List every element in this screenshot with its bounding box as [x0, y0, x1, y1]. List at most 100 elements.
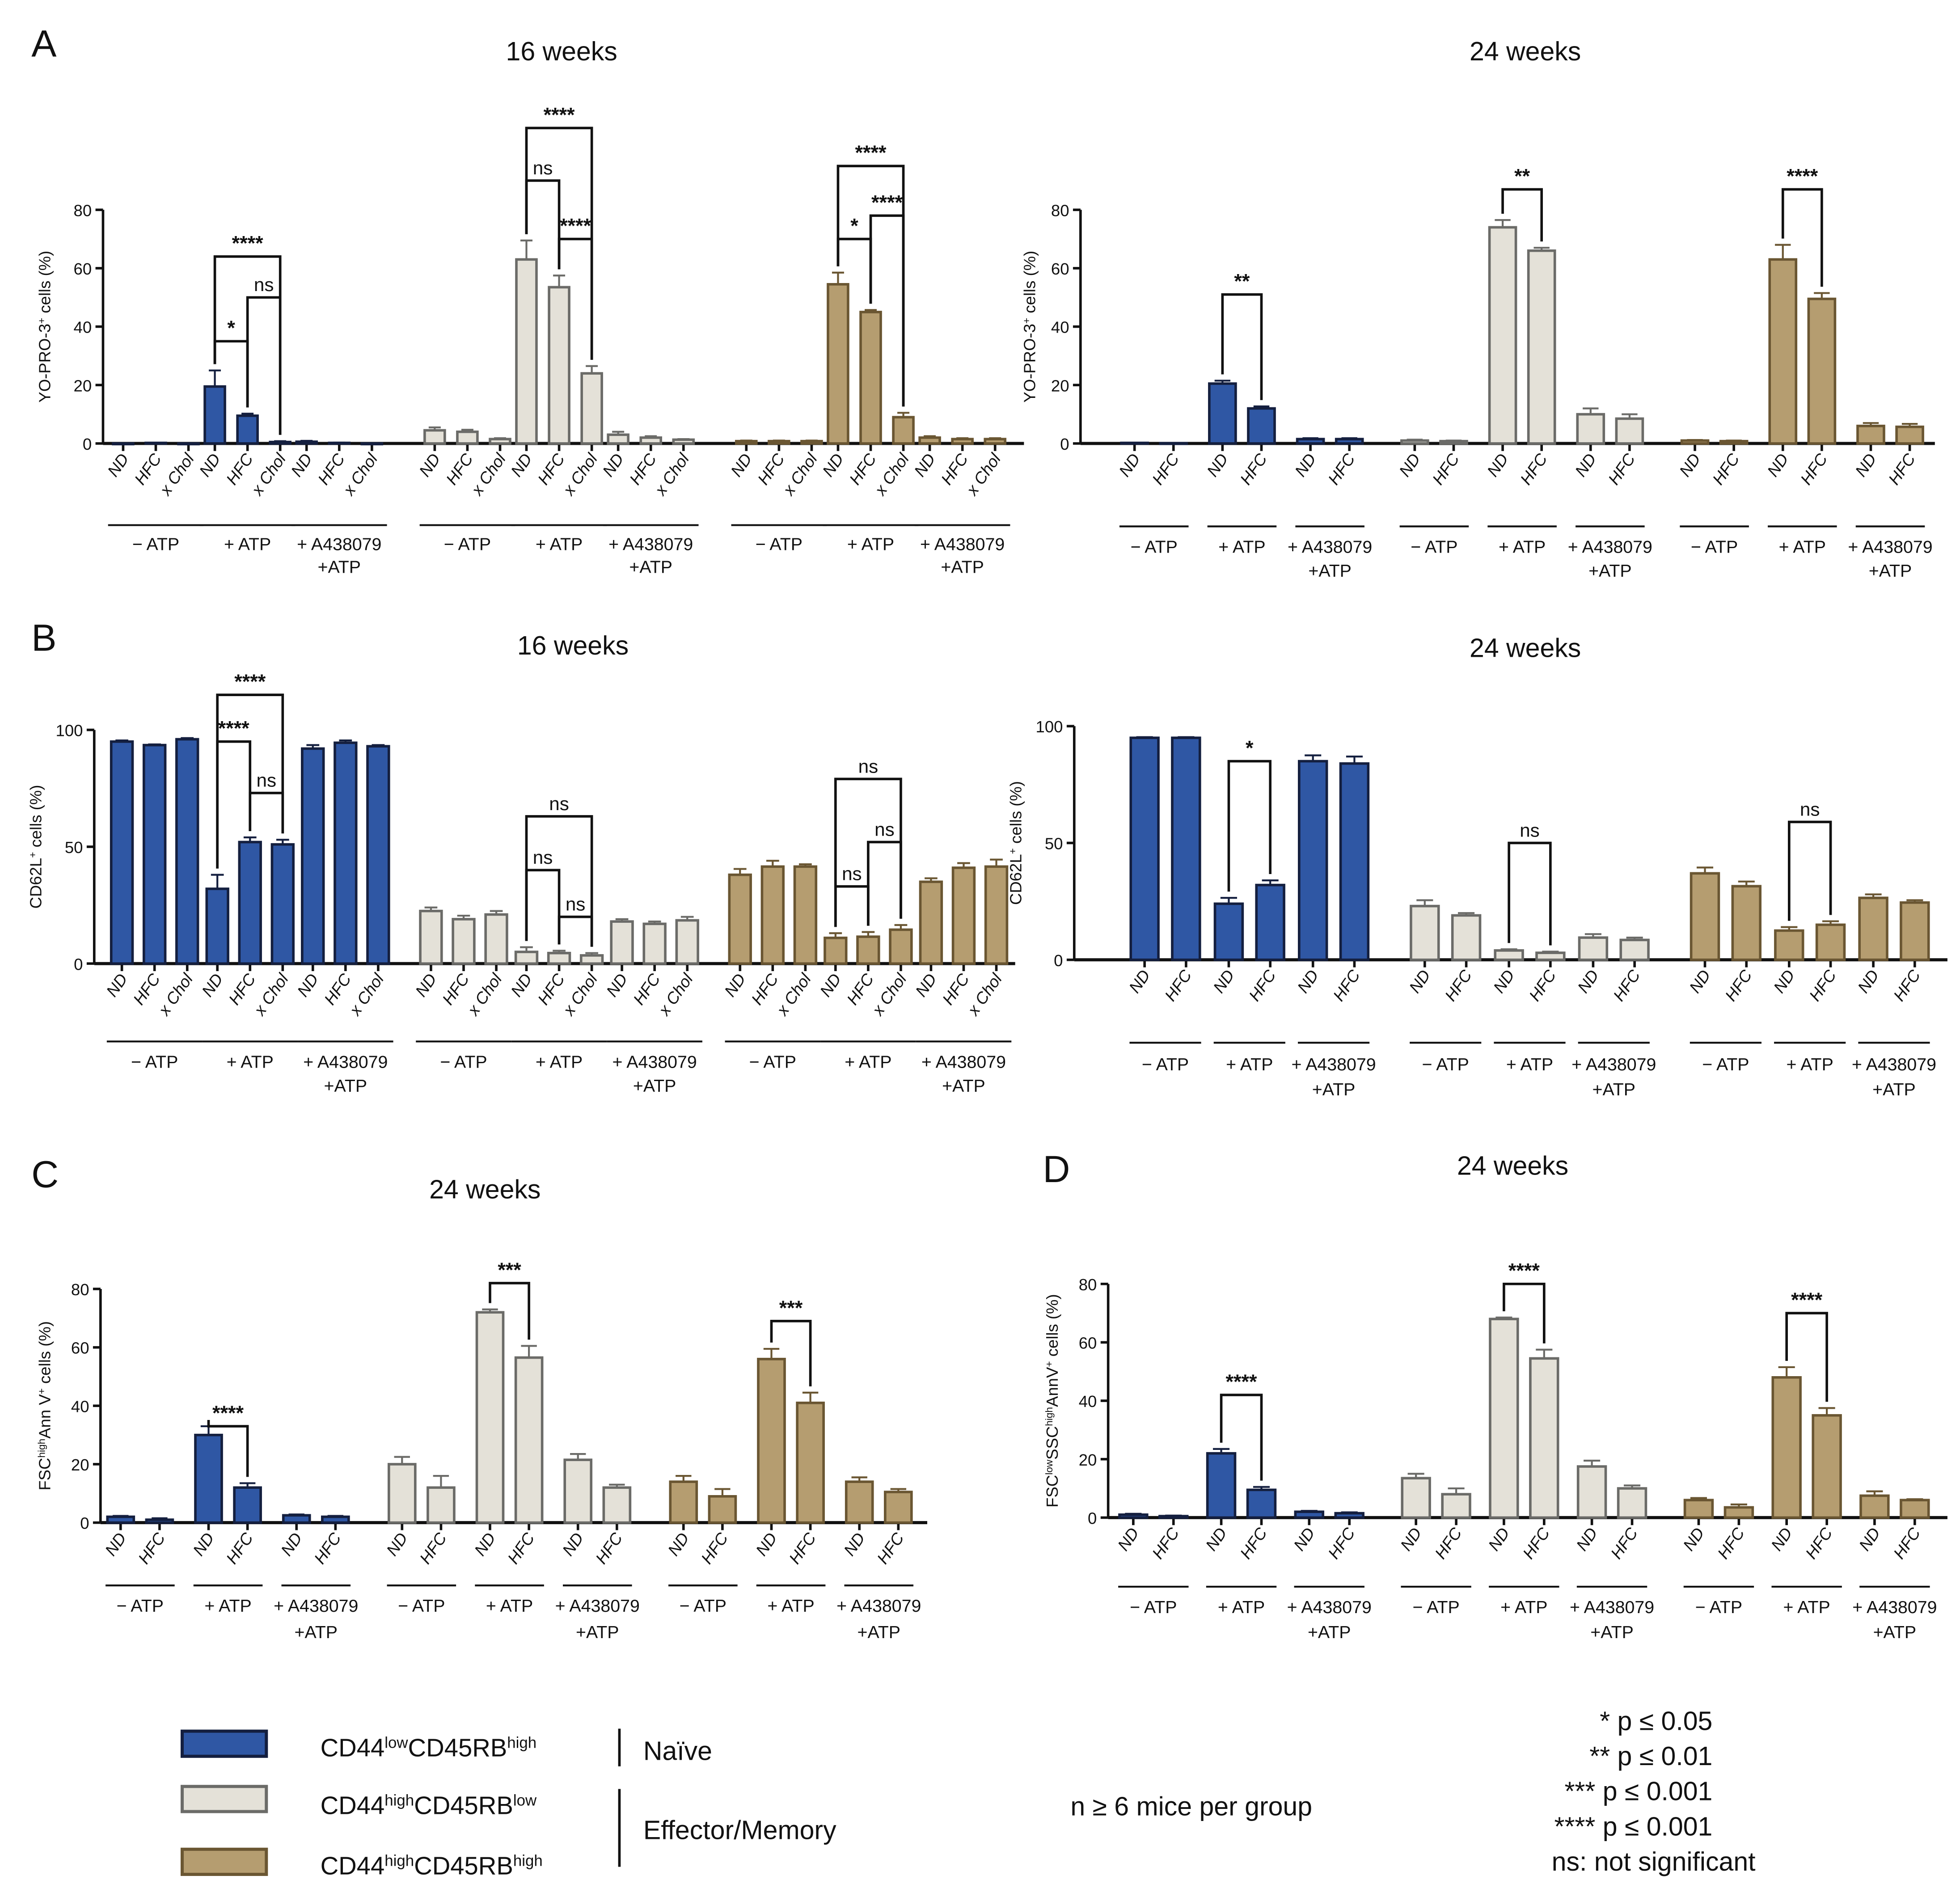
condition-label: + ATP: [1226, 1055, 1273, 1074]
diet-label: ND: [1571, 450, 1600, 480]
y-tick-label: 100: [56, 722, 83, 740]
diet-label: ND: [415, 450, 444, 480]
diet-label: ND: [198, 970, 227, 1000]
bar: [639, 436, 663, 445]
diet-label: ND: [471, 1529, 499, 1559]
bar: [1129, 736, 1160, 961]
diet-label: HFC: [1802, 1524, 1836, 1563]
significance-label: ns: [549, 793, 569, 814]
significance-bracket: [207, 1420, 249, 1477]
bar: [547, 951, 571, 965]
condition-label: − ATP: [131, 1052, 178, 1072]
diet-label: HFC: [1890, 1524, 1924, 1563]
bar: [1680, 439, 1710, 445]
diet-label: ND: [383, 1529, 411, 1559]
bar: [236, 414, 259, 445]
diet-label: HFC: [135, 1529, 169, 1567]
diet-label: x Chol: [651, 450, 693, 499]
condition-label: + A438079: [1848, 537, 1932, 557]
diet-label: HFC: [1324, 1524, 1359, 1563]
diet-label: HFC: [1441, 966, 1476, 1005]
bar: [427, 1486, 456, 1524]
condition-label: − ATP: [1702, 1055, 1749, 1074]
bar: [295, 440, 318, 445]
y-axis-label: CD62L+ cells (%): [27, 785, 45, 908]
significance-bracket: [1503, 1282, 1546, 1344]
bar: [366, 745, 390, 965]
significance-bracket: [1227, 760, 1271, 892]
bar: [484, 913, 508, 965]
y-tick-label: 0: [74, 955, 83, 973]
diet-label: x Chol: [464, 970, 506, 1019]
diet-label: x Chol: [773, 970, 815, 1019]
condition-label: − ATP: [680, 1596, 727, 1616]
diet-label: ND: [603, 970, 631, 1000]
diet-label: HFC: [1149, 1524, 1183, 1563]
diet-label: ND: [1676, 450, 1704, 480]
y-tick-label: 20: [1051, 376, 1069, 395]
chart-title: 16 weeks: [517, 631, 629, 660]
diet-label: ND: [287, 450, 316, 480]
condition-label: + ATP: [536, 1052, 583, 1072]
diet-label: x Chol: [339, 450, 381, 499]
bar: [1527, 249, 1556, 445]
condition-label-2: +ATP: [1872, 1080, 1916, 1099]
diet-label: ND: [104, 450, 132, 480]
panel-letter: C: [31, 1153, 59, 1195]
condition-label: + A438079: [1288, 537, 1372, 557]
bar: [919, 880, 943, 965]
diet-label: ND: [189, 1529, 218, 1559]
legend-label: CD44highCD45RBlow: [321, 1791, 537, 1820]
condition-label-2: +ATP: [1590, 1622, 1634, 1642]
bar: [1576, 413, 1605, 445]
y-tick-label: 60: [71, 1339, 89, 1357]
condition-label-2: +ATP: [576, 1622, 619, 1642]
pvalue-note: *** p ≤ 0.001: [1564, 1777, 1712, 1806]
bar: [1807, 297, 1837, 445]
bar: [1213, 902, 1244, 961]
diet-label: x Chol: [963, 970, 1006, 1019]
diet-label: ND: [1572, 1524, 1601, 1554]
bar: [1451, 914, 1482, 961]
bar: [984, 438, 1007, 445]
bar: [110, 740, 134, 965]
legend-label: CD44highCD45RBhigh: [321, 1851, 543, 1880]
bar: [1900, 901, 1930, 961]
bar: [1617, 1487, 1647, 1519]
bar: [580, 372, 603, 445]
bar: [1297, 760, 1328, 961]
condition-label: + A438079: [1570, 1597, 1654, 1617]
bar: [1731, 885, 1761, 961]
diet-label: HFC: [1609, 966, 1644, 1005]
significance-bracket: [867, 841, 902, 926]
bar: [238, 841, 262, 965]
condition-label: + A438079: [297, 535, 381, 554]
bar: [642, 922, 667, 965]
y-tick-label: 0: [1088, 1509, 1097, 1527]
significance-label: ****: [1787, 165, 1818, 187]
condition-label: + A438079: [1287, 1597, 1372, 1617]
bar: [515, 258, 538, 445]
significance-label: ****: [1791, 1289, 1822, 1311]
condition-label-2: +ATP: [633, 1076, 676, 1096]
diet-label: x Chol: [156, 450, 198, 499]
diet-label: x Chol: [559, 450, 601, 499]
significance-bracket: [1220, 1394, 1263, 1481]
diet-label: ND: [1290, 1524, 1318, 1554]
bar: [889, 928, 913, 965]
y-tick-label: 40: [71, 1397, 89, 1415]
diet-label: ND: [840, 1529, 869, 1559]
bar: [456, 430, 479, 445]
panel-letter: A: [31, 22, 57, 64]
bar: [205, 887, 229, 965]
diet-label: ND: [1685, 967, 1714, 997]
chart-title: 24 weeks: [1470, 37, 1581, 66]
condition-label: + ATP: [1783, 1597, 1830, 1617]
significance-bracket: [836, 165, 905, 407]
bar: [892, 416, 915, 445]
condition-label: + A438079: [274, 1596, 358, 1616]
